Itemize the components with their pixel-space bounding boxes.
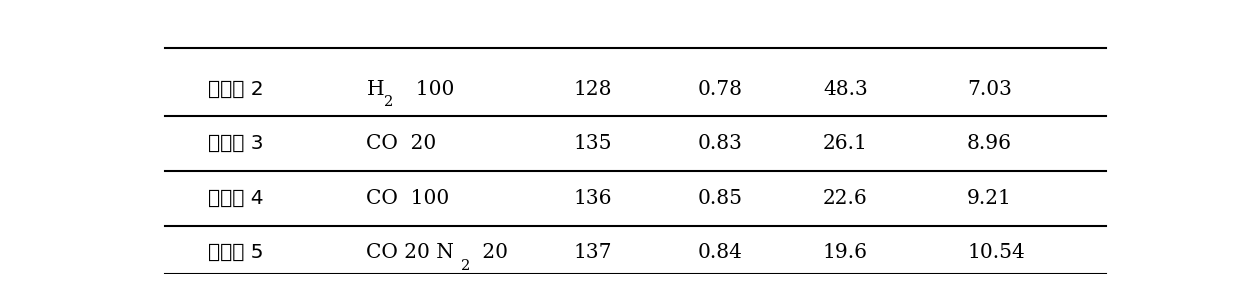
Text: 48.3: 48.3 — [823, 80, 868, 99]
Text: H: H — [367, 80, 384, 99]
Text: CO  100: CO 100 — [367, 189, 450, 208]
Text: CO 20 N: CO 20 N — [367, 243, 454, 262]
Text: 26.1: 26.1 — [823, 134, 868, 153]
Text: 10.54: 10.54 — [967, 243, 1024, 262]
Text: 136: 136 — [573, 189, 611, 208]
Text: 22.6: 22.6 — [823, 189, 868, 208]
Text: 128: 128 — [573, 80, 611, 99]
Text: 20: 20 — [476, 243, 508, 262]
Text: 2: 2 — [383, 95, 393, 109]
Text: 137: 137 — [573, 243, 611, 262]
Text: 0.85: 0.85 — [698, 189, 743, 208]
Text: 8.96: 8.96 — [967, 134, 1012, 153]
Text: 0.84: 0.84 — [698, 243, 743, 262]
Text: 实施例 5: 实施例 5 — [208, 243, 263, 262]
Text: 2: 2 — [460, 259, 470, 273]
Text: 100: 100 — [403, 80, 454, 99]
Text: 实施例 4: 实施例 4 — [208, 189, 263, 208]
Text: CO  20: CO 20 — [367, 134, 436, 153]
Text: 135: 135 — [573, 134, 611, 153]
Text: 7.03: 7.03 — [967, 80, 1012, 99]
Text: 实施例 2: 实施例 2 — [208, 80, 263, 99]
Text: 实施例 3: 实施例 3 — [208, 134, 263, 153]
Text: 19.6: 19.6 — [823, 243, 868, 262]
Text: 0.78: 0.78 — [698, 80, 743, 99]
Text: 9.21: 9.21 — [967, 189, 1012, 208]
Text: 0.83: 0.83 — [698, 134, 743, 153]
